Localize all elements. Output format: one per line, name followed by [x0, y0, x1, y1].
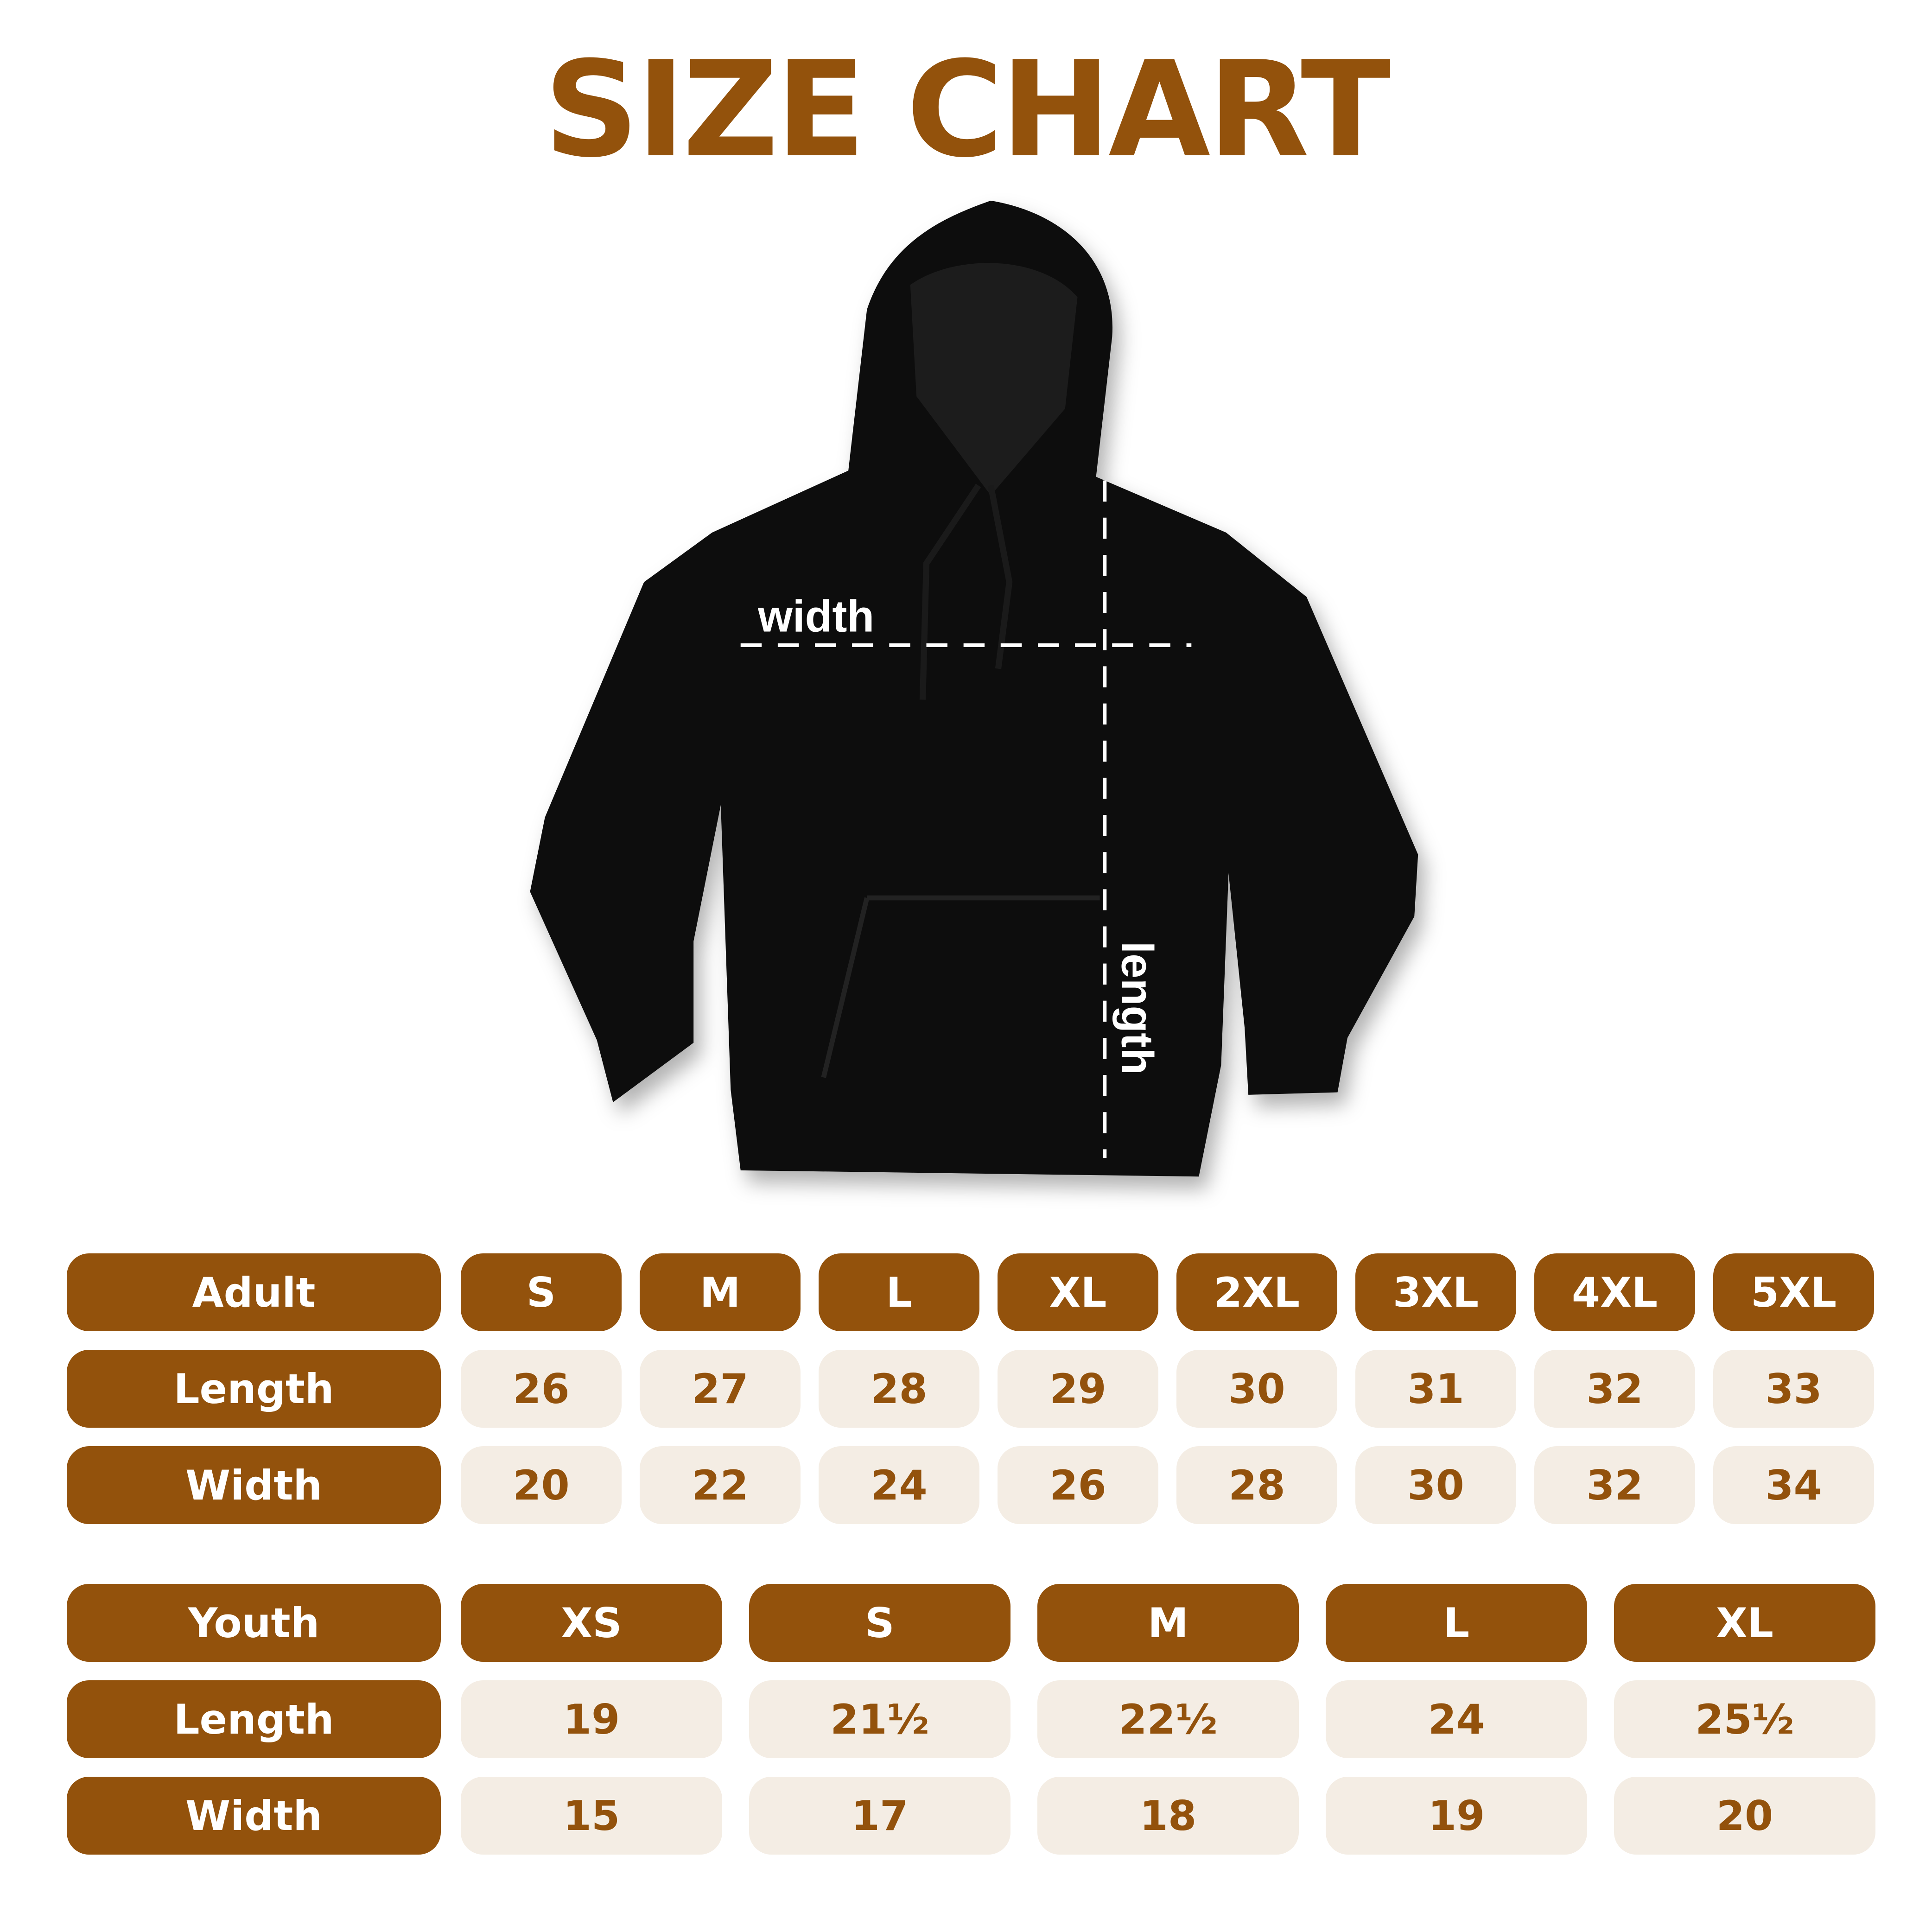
- youth-size-S: S: [749, 1584, 1010, 1662]
- adult-width-value: 24: [819, 1446, 979, 1524]
- adult-size-S: S: [461, 1253, 622, 1331]
- adult-length-value: 33: [1713, 1350, 1874, 1428]
- youth-width-value: 17: [749, 1777, 1010, 1855]
- adult-width-value: 26: [998, 1446, 1158, 1524]
- drawstring-left: [919, 483, 981, 700]
- hoodie-illustration: [530, 200, 1418, 1177]
- adult-header-label: Adult: [67, 1253, 441, 1331]
- adult-width-value: 30: [1355, 1446, 1516, 1524]
- adult-row-label-width: Width: [67, 1446, 441, 1524]
- adult-length-value: 29: [998, 1350, 1158, 1428]
- youth-header-label: Youth: [67, 1584, 441, 1662]
- adult-width-value: 32: [1534, 1446, 1695, 1524]
- youth-length-value: 19: [461, 1680, 722, 1758]
- adult-size-M: M: [640, 1253, 801, 1331]
- youth-size-M: M: [1037, 1584, 1299, 1662]
- adult-size-L: L: [819, 1253, 979, 1331]
- adult-length-value: 31: [1355, 1350, 1516, 1428]
- youth-width-value: 19: [1326, 1777, 1587, 1855]
- adult-width-value: 28: [1176, 1446, 1337, 1524]
- adult-size-4XL: 4XL: [1534, 1253, 1695, 1331]
- youth-length-value: 25½: [1614, 1680, 1875, 1758]
- drawstring-right: [987, 485, 1013, 669]
- adult-length-value: 30: [1176, 1350, 1337, 1428]
- page-title: SIZE CHART: [544, 33, 1391, 187]
- youth-length-value: 22½: [1037, 1680, 1299, 1758]
- adult-length-value: 26: [461, 1350, 622, 1428]
- adult-size-3XL: 3XL: [1355, 1253, 1516, 1331]
- adult-length-value: 32: [1534, 1350, 1695, 1428]
- youth-row-label-width: Width: [67, 1777, 441, 1855]
- youth-length-value: 21½: [749, 1680, 1010, 1758]
- adult-size-5XL: 5XL: [1713, 1253, 1874, 1331]
- adult-size-2XL: 2XL: [1176, 1253, 1337, 1331]
- length-label: length: [1112, 941, 1162, 1075]
- youth-size-XL: XL: [1614, 1584, 1875, 1662]
- youth-size-XS: XS: [461, 1584, 722, 1662]
- adult-width-value: 20: [461, 1446, 622, 1524]
- width-label: width: [757, 592, 874, 642]
- youth-width-value: 20: [1614, 1777, 1875, 1855]
- pocket: [821, 895, 1100, 1078]
- adult-length-value: 28: [819, 1350, 979, 1428]
- adult-length-value: 27: [640, 1350, 801, 1428]
- adult-size-XL: XL: [998, 1253, 1158, 1331]
- youth-size-L: L: [1326, 1584, 1587, 1662]
- youth-row-label-length: Length: [67, 1680, 441, 1758]
- youth-length-value: 24: [1326, 1680, 1587, 1758]
- adult-width-value: 22: [640, 1446, 801, 1524]
- youth-width-value: 18: [1037, 1777, 1299, 1855]
- youth-width-value: 15: [461, 1777, 722, 1855]
- adult-row-label-length: Length: [67, 1350, 441, 1428]
- adult-width-value: 34: [1713, 1446, 1874, 1524]
- hood-opening: [910, 263, 1078, 496]
